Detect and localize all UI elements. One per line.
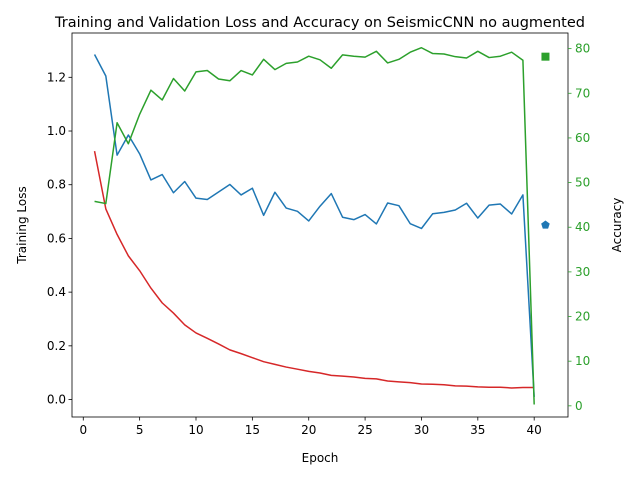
y-axis-right-title: Accuracy [610, 198, 624, 253]
series-layer [93, 46, 535, 405]
y-axis-left-title: Training Loss [15, 186, 29, 264]
y-left-tick-label: 0.6 [47, 231, 66, 245]
x-axis-title: Epoch [302, 451, 339, 465]
plot-frame [71, 32, 569, 418]
plot-area [71, 32, 569, 418]
x-tick-label: 15 [245, 423, 260, 437]
x-axis: 0 5 10 15 20 25 30 35 40 [79, 417, 542, 437]
chart-title: Training and Validation Loss and Accurac… [54, 15, 585, 31]
pentagon-marker [541, 220, 550, 229]
y-right-tick-label: 60 [575, 131, 590, 145]
x-tick-label: 0 [79, 423, 87, 437]
y-right-tick-label: 20 [575, 310, 590, 324]
y-left-tick-label: 0.8 [47, 178, 66, 192]
x-tick-label: 20 [301, 423, 316, 437]
x-tick-label: 35 [470, 423, 485, 437]
series-line-1 [93, 151, 535, 389]
y-left-tick-label: 1.2 [47, 70, 66, 84]
series-line-3 [94, 46, 535, 405]
x-tick-label: 25 [357, 423, 372, 437]
y-left-tick-label: 0.2 [47, 339, 66, 353]
series-line-2 [93, 54, 535, 397]
y-right-tick-label: 0 [575, 399, 583, 413]
y-axis-left: 0.0 0.2 0.4 0.6 0.8 1.0 1.2 [47, 70, 72, 407]
y-axis-right: 0 10 20 30 40 50 60 70 80 [568, 42, 590, 413]
x-tick-label: 40 [527, 423, 542, 437]
square-marker [541, 52, 550, 61]
markers-layer [541, 52, 550, 229]
y-left-tick-label: 0.0 [47, 393, 66, 407]
y-right-tick-label: 70 [575, 86, 590, 100]
y-left-tick-label: 1.0 [47, 124, 66, 138]
x-tick-label: 5 [136, 423, 144, 437]
y-right-tick-label: 80 [575, 42, 590, 56]
y-right-tick-label: 40 [575, 220, 590, 234]
y-right-tick-label: 50 [575, 176, 590, 190]
y-right-tick-label: 30 [575, 265, 590, 279]
x-tick-label: 10 [188, 423, 203, 437]
y-right-tick-label: 10 [575, 354, 590, 368]
y-left-tick-label: 0.4 [47, 285, 66, 299]
x-tick-label: 30 [414, 423, 429, 437]
